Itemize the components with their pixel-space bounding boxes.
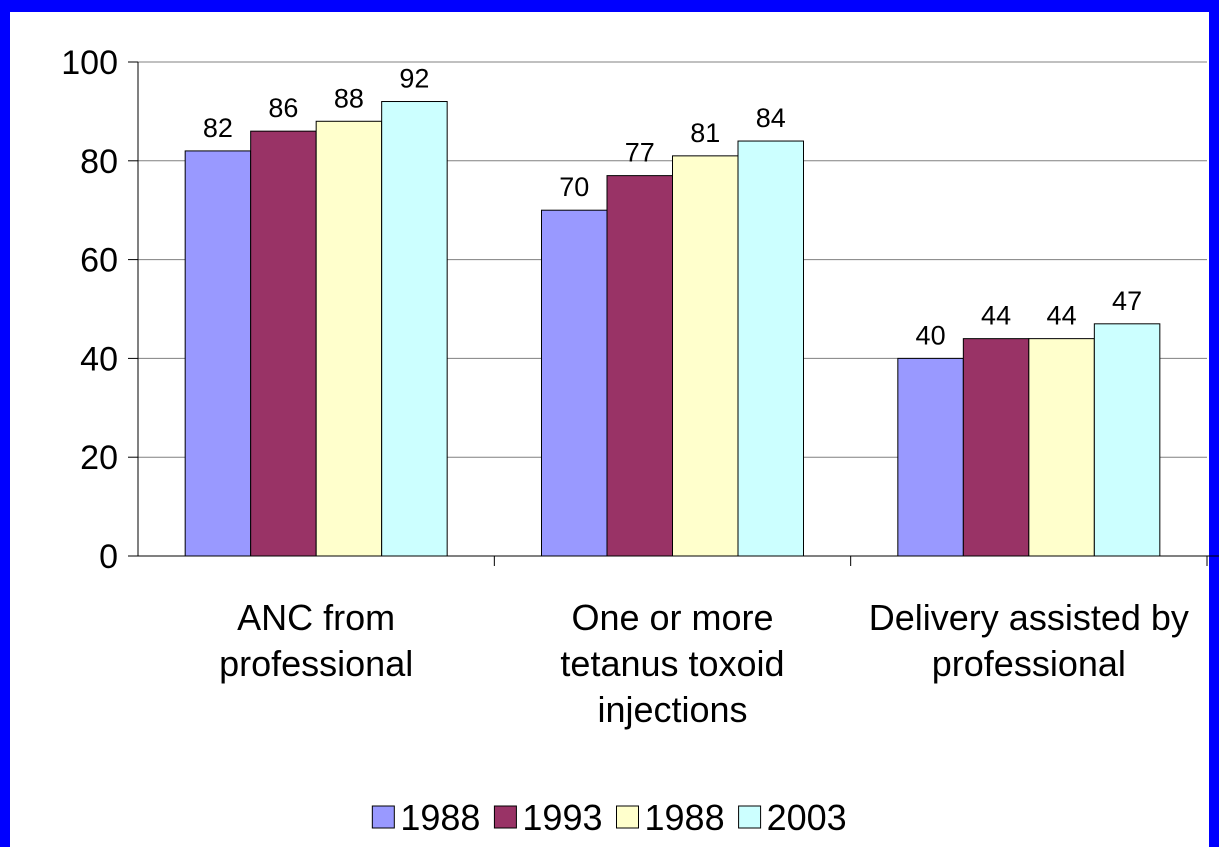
bar: [737, 140, 804, 557]
x-tick-label: One or more tetanus toxoid injections: [560, 597, 784, 730]
legend-swatch: [371, 805, 395, 829]
x-tick-label: ANC from professional: [219, 597, 413, 684]
legend-label: 1988: [645, 797, 725, 838]
data-label: 70: [559, 172, 589, 202]
legend-swatch: [493, 805, 517, 829]
bar: [381, 101, 448, 557]
legend-label: 1988: [400, 797, 480, 838]
data-label: 86: [268, 93, 298, 123]
y-tick-label: 20: [80, 439, 118, 477]
bar: [962, 338, 1030, 557]
data-label: 40: [916, 320, 946, 350]
data-label: 88: [334, 83, 364, 113]
legend-swatch: [738, 805, 762, 829]
y-tick-label: 0: [99, 538, 118, 576]
y-tick-label: 80: [80, 143, 118, 181]
data-label: 44: [981, 301, 1011, 331]
bar: [541, 209, 608, 557]
data-label: 82: [203, 113, 233, 143]
bar: [315, 120, 383, 557]
bar: [672, 155, 739, 557]
legend: 1988 1993 1988 2003: [371, 797, 847, 838]
data-label: 84: [756, 103, 786, 133]
bar: [184, 150, 252, 557]
legend-label: 2003: [767, 797, 847, 838]
legend-swatch: [616, 805, 639, 829]
legend-label: 1993: [522, 797, 602, 838]
data-label: 81: [690, 118, 720, 148]
data-label: 77: [625, 138, 655, 168]
x-tick-label: Delivery assisted by professional: [869, 597, 1189, 684]
bar: [1093, 323, 1161, 557]
data-label: 44: [1047, 301, 1077, 331]
y-tick-label: 100: [61, 44, 118, 82]
bar: [897, 357, 964, 557]
y-tick-label: 40: [80, 340, 118, 378]
bar: [1028, 338, 1095, 557]
bar: [606, 175, 673, 557]
data-label: 47: [1112, 286, 1142, 316]
bar: [250, 130, 317, 557]
y-tick-label: 60: [80, 242, 118, 280]
data-label: 92: [399, 64, 429, 94]
